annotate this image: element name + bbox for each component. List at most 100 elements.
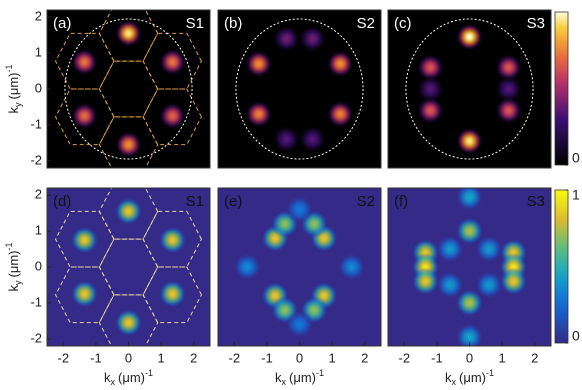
spot <box>114 130 143 159</box>
y-axis-label-unit: (μm) <box>6 251 21 278</box>
spot <box>416 53 445 82</box>
colorbar-tick-label: 1 <box>572 187 580 203</box>
x-tick-label: 2 <box>531 350 538 365</box>
lattice-cell <box>98 116 159 168</box>
spot <box>298 25 327 53</box>
x-tick-label: 1 <box>498 350 505 365</box>
colorbar-tick-label: 0 <box>572 328 580 344</box>
spot <box>416 75 445 103</box>
spot <box>158 102 187 130</box>
spot <box>337 253 366 281</box>
panel: (f) S3-2 -1 0 1 2kx (μm)-1 <box>387 187 552 387</box>
x-tick-label: -2 <box>229 350 241 365</box>
heatmap <box>388 10 551 168</box>
spot <box>326 50 354 78</box>
spot <box>70 280 99 308</box>
spot <box>233 253 262 281</box>
heatmap <box>218 10 381 168</box>
y-tick-label: -1 <box>30 116 42 131</box>
heatmap <box>47 10 210 168</box>
panel-label: (e) <box>224 193 242 210</box>
panel: (b) S2 <box>217 9 382 169</box>
spot <box>114 308 143 337</box>
x-axis-label-sup: -1 <box>145 368 153 378</box>
panel-frame <box>217 9 382 169</box>
x-tick-label: -1 <box>90 350 102 365</box>
spot <box>272 125 301 153</box>
y-axis-label-k: k <box>6 107 21 114</box>
spot <box>494 96 523 125</box>
x-axis-label: kx (μm)-1 <box>275 368 324 387</box>
x-tick-label: 0 <box>125 350 132 365</box>
heatmap <box>388 188 551 346</box>
x-axis-label-k: k <box>445 370 452 385</box>
ring <box>235 18 364 160</box>
spot <box>285 195 314 224</box>
spot <box>494 53 523 82</box>
y-tick-label: -2 <box>30 152 42 167</box>
x-axis-label-unit: (μm) <box>289 370 316 385</box>
heatmap <box>47 188 210 346</box>
panel-label: (c) <box>394 15 412 32</box>
lattice-cell <box>142 32 202 90</box>
x-tick-label: -1 <box>261 350 273 365</box>
spot <box>285 310 314 339</box>
spot <box>475 235 503 263</box>
spot <box>245 100 273 128</box>
x-tick-label: 1 <box>157 350 164 365</box>
ring <box>405 18 534 160</box>
y-axis-label-sup: -1 <box>4 65 14 73</box>
y-tick-label: 0 <box>35 258 42 273</box>
y-axis-label: ky (μm)-1 <box>4 243 23 292</box>
panel-label: (a) <box>53 15 71 32</box>
spot <box>455 323 484 346</box>
ring <box>64 18 193 160</box>
spot <box>158 48 187 76</box>
spot <box>494 75 523 103</box>
spot <box>70 102 99 130</box>
state-label: S1 <box>186 193 204 210</box>
x-axis-label-sub: x <box>452 377 457 387</box>
y-tick-label: 1 <box>35 223 42 238</box>
colorbar-tick-label: 0 <box>572 150 580 166</box>
state-label: S1 <box>186 15 204 32</box>
y-tick-label: 0 <box>35 80 42 95</box>
x-axis-label-unit: (μm) <box>459 370 486 385</box>
spot <box>499 267 528 296</box>
panel: (e) S2 -2 -1 0 1 2 kx (μm)-1 <box>217 187 382 387</box>
x-tick-label: -2 <box>58 350 70 365</box>
spot <box>455 23 484 51</box>
spot <box>70 48 99 76</box>
panel: (c) S3 <box>387 9 552 169</box>
state-label: S2 <box>357 15 375 32</box>
y-tick-label: 2 <box>35 9 42 24</box>
y-axis-label-k: k <box>6 285 21 292</box>
x-tick-label: -2 <box>399 350 411 365</box>
lattice-cell <box>55 32 115 90</box>
spot <box>272 25 301 53</box>
x-axis-label-sub: x <box>282 377 287 387</box>
y-axis-label-sub: y <box>13 102 23 107</box>
x-tick-label: 1 <box>328 350 335 365</box>
lattice-cell <box>55 210 115 268</box>
spot <box>455 217 484 245</box>
x-axis-label-sub: x <box>111 377 116 387</box>
spot <box>436 271 464 299</box>
spot <box>416 96 445 125</box>
panel-label: (b) <box>224 15 242 32</box>
spot <box>114 19 143 48</box>
panel-label: (d) <box>53 193 71 210</box>
x-tick-label: 0 <box>296 350 303 365</box>
colorbar <box>554 189 569 344</box>
x-tick-label: 2 <box>361 350 368 365</box>
colorbar <box>554 11 569 166</box>
state-label: S2 <box>357 193 375 210</box>
state-label: S3 <box>527 193 545 210</box>
spot <box>114 197 143 226</box>
spot <box>158 280 187 308</box>
panel-label: (f) <box>394 193 408 210</box>
spot <box>298 125 327 153</box>
